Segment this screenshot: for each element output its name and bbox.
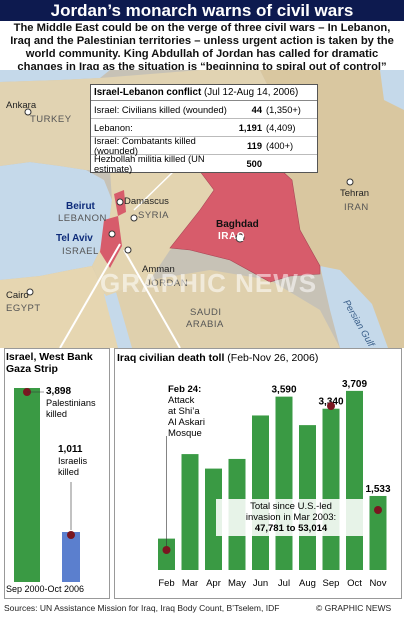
label-beirut: Beirut <box>66 201 95 212</box>
total-box: Total since U.S.-led invasion in Mar 200… <box>216 499 366 536</box>
label-syria: SYRIA <box>138 210 170 221</box>
bar-jun <box>252 415 269 570</box>
mosque-annotation: Feb 24: Attack at Shi’a Al Askari Mosque <box>168 384 205 439</box>
label-iraq: IRAQ <box>218 231 245 242</box>
tick-label-oct: Oct <box>347 578 362 589</box>
bar-jul <box>275 396 293 570</box>
bar-nov <box>369 495 387 570</box>
iraq-bar-chart: FebMarAprMayJunJul3,590AugSep3,340Oct3,7… <box>158 379 391 589</box>
conflict-title: Israel-Lebanon conflict (Jul 12-Aug 14, … <box>91 85 317 101</box>
nov-marker <box>374 506 382 514</box>
data-label-jul: 3,590 <box>271 385 296 396</box>
tick-label-sep: Sep <box>323 578 340 589</box>
label-lebanon: LEBANON <box>58 213 107 224</box>
israelis-bar <box>62 532 80 582</box>
label-amman: Amman <box>142 264 175 275</box>
watermark: GRAPHIC NEWS <box>100 268 318 298</box>
israelis-value: 1,011 <box>58 444 83 455</box>
credit-text: © GRAPHIC NEWS <box>316 603 392 613</box>
bar-oct <box>346 390 363 570</box>
label-cairo: Cairo <box>6 290 29 301</box>
label-damascus: Damascus <box>124 196 169 207</box>
sources-text: Sources: UN Assistance Mission for Iraq,… <box>4 603 280 613</box>
palestinians-bar <box>14 388 40 582</box>
bar-mar <box>181 454 199 570</box>
israelis-label: Israelis killed <box>58 456 88 477</box>
westbank-markers <box>23 388 75 539</box>
conflict-row: Lebanon: 1,191 (4,409) <box>91 119 317 137</box>
bar-feb <box>158 538 175 570</box>
tick-label-jun: Jun <box>253 578 268 589</box>
bar-aug <box>299 425 316 570</box>
tick-label-feb: Feb <box>158 578 174 589</box>
iraq-chart-title: Iraq civilian death toll (Feb-Nov 26, 20… <box>117 352 319 364</box>
page-title: Jordan’s monarch warns of civil wars <box>0 0 404 21</box>
label-ankara: Ankara <box>6 100 37 111</box>
israel-shape <box>100 216 122 268</box>
label-baghdad: Baghdad <box>216 219 259 230</box>
label-jordan: JORDAN <box>146 278 189 289</box>
label-egypt: EGYPT <box>6 303 41 314</box>
intro-text: The Middle East could be on the verge of… <box>10 22 394 73</box>
westbank-period: Sep 2000-Oct 2006 <box>6 584 85 594</box>
label-turkey: TURKEY <box>30 114 72 125</box>
conflict-table: Israel-Lebanon conflict (Jul 12-Aug 14, … <box>90 84 318 174</box>
data-label-oct: 3,709 <box>342 379 367 390</box>
westbank-title: Israel, West Bank Gaza Strip <box>6 351 93 375</box>
tick-label-apr: Apr <box>206 578 221 589</box>
conflict-row: Israel: Combatants killed (wounded) 119 (4… <box>91 136 317 156</box>
tick-label-nov: Nov <box>370 578 387 589</box>
label-tehran: Tehran <box>340 188 370 199</box>
palestinians-value: 3,898 <box>46 386 72 397</box>
conflict-row: Hezbollah militia killed (UN estimate) 50… <box>94 153 262 174</box>
tick-label-may: May <box>228 578 246 589</box>
sep-marker <box>327 402 335 410</box>
tick-label-jul: Jul <box>278 578 290 589</box>
bar-sep <box>322 408 340 570</box>
label-tel-aviv: Tel Aviv <box>56 233 93 244</box>
label-saudi: SAUDI <box>190 307 222 318</box>
label-arabia: ARABIA <box>186 319 224 330</box>
conflict-row: Israel: Civilians killed (wounded) 44 (1,3… <box>91 101 317 119</box>
label-iran: IRAN <box>344 202 369 213</box>
mosque-marker <box>162 546 171 554</box>
bar-apr <box>205 468 222 570</box>
palestinians-label: Palestinians killed <box>46 398 96 419</box>
data-label-nov: 1,533 <box>365 484 390 495</box>
label-israel: ISRAEL <box>62 246 99 257</box>
tick-label-aug: Aug <box>299 578 316 589</box>
tick-label-mar: Mar <box>182 578 198 589</box>
